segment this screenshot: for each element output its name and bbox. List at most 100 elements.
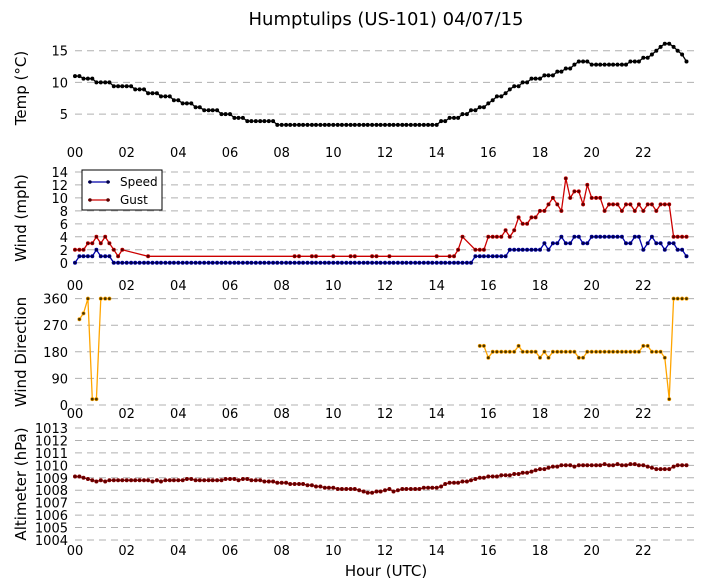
altimeter-data-point — [503, 473, 508, 478]
altimeter-data-point — [266, 479, 271, 484]
temp-data-point — [344, 122, 349, 127]
altimeter-data-point — [507, 473, 512, 478]
altimeter-data-point — [632, 462, 637, 467]
temp-data-point — [309, 122, 314, 127]
temp-data-point — [636, 59, 641, 64]
wind-data-point — [598, 234, 603, 239]
direction-data-point — [654, 349, 659, 354]
wind-data-point — [326, 260, 331, 265]
direction-xtick-label: 14 — [428, 407, 445, 422]
temp-data-point — [546, 73, 551, 78]
wind-data-point — [529, 247, 534, 252]
temp-data-point — [374, 122, 379, 127]
temp-data-point — [460, 112, 465, 117]
temp-data-point — [559, 69, 564, 74]
wind-data-point — [331, 260, 336, 265]
altimeter-data-point — [116, 478, 121, 483]
wind-data-point — [73, 247, 78, 252]
altimeter-data-point — [563, 463, 568, 468]
altimeter-data-point — [589, 463, 594, 468]
direction-data-point — [568, 349, 573, 354]
wind-data-point — [361, 260, 366, 265]
direction-data-point — [81, 311, 86, 316]
temp-data-point — [228, 112, 233, 117]
temp-data-point — [85, 76, 90, 81]
wind-data-point — [602, 208, 607, 213]
wind-data-point — [499, 254, 504, 259]
wind-data-point — [649, 202, 654, 207]
wind-data-point — [563, 176, 568, 181]
wind-data-point — [585, 182, 590, 187]
legend-label-speed: Speed — [120, 175, 158, 189]
wind-data-point — [581, 202, 586, 207]
altimeter-data-point — [512, 471, 517, 476]
temp-data-point — [167, 94, 172, 99]
temp-data-point — [271, 119, 276, 124]
wind-data-point — [611, 234, 616, 239]
temp-data-point — [413, 122, 418, 127]
temp-data-point — [443, 119, 448, 124]
wind-data-point — [641, 208, 646, 213]
wind-data-point — [129, 260, 134, 265]
wind-data-point — [154, 260, 159, 265]
temp-data-point — [331, 122, 336, 127]
temp-data-point — [266, 119, 271, 124]
wind-series-line — [75, 178, 687, 258]
wind-ytick-label: 8 — [60, 205, 68, 220]
wind-data-point — [632, 234, 637, 239]
wind-data-point — [421, 260, 426, 265]
altimeter-ytick-label: 1008 — [35, 484, 68, 499]
wind-data-point — [137, 260, 142, 265]
wind-data-point — [628, 202, 633, 207]
wind-data-point — [111, 247, 116, 252]
wind-data-point — [447, 260, 452, 265]
temp-data-point — [494, 94, 499, 99]
wind-data-point — [387, 254, 392, 259]
wind-data-point — [680, 247, 685, 252]
altimeter-data-point — [98, 478, 103, 483]
wind-data-point — [494, 254, 499, 259]
temp-data-point — [439, 119, 444, 124]
temp-data-point — [94, 80, 99, 85]
wind-data-point — [654, 241, 659, 246]
temp-data-point — [572, 62, 577, 67]
direction-data-point — [602, 349, 607, 354]
direction-data-point — [632, 349, 637, 354]
wind-xtick-label: 08 — [273, 279, 290, 294]
temp-data-point — [159, 94, 164, 99]
wind-data-point — [654, 208, 659, 213]
temp-data-point — [503, 91, 508, 96]
wind-data-point — [90, 241, 95, 246]
temp-data-point — [684, 59, 689, 64]
altimeter-data-point — [408, 486, 413, 491]
wind-data-point — [680, 234, 685, 239]
wind-data-point — [365, 260, 370, 265]
temp-data-point — [594, 62, 599, 67]
temp-data-point — [146, 91, 151, 96]
direction-data-point — [555, 349, 560, 354]
legend-marker — [106, 198, 110, 202]
altimeter-data-point — [344, 486, 349, 491]
altimeter-data-point — [348, 486, 353, 491]
wind-data-point — [636, 202, 641, 207]
altimeter-data-point — [559, 463, 564, 468]
wind-data-point — [533, 247, 538, 252]
wind-data-point — [146, 260, 151, 265]
wind-data-point — [473, 247, 478, 252]
wind-data-point — [468, 260, 473, 265]
altimeter-data-point — [378, 489, 383, 494]
temp-data-point — [365, 122, 370, 127]
altimeter-data-point — [73, 474, 78, 479]
wind-data-point — [619, 208, 624, 213]
temp-data-point — [464, 112, 469, 117]
altimeter-data-point — [667, 467, 672, 472]
wind-data-point — [318, 260, 323, 265]
direction-data-point — [662, 355, 667, 360]
altimeter-data-point — [326, 485, 331, 490]
wind-data-point — [542, 208, 547, 213]
wind-data-point — [555, 241, 560, 246]
direction-y-axis-label: Wind Direction — [12, 297, 30, 407]
direction-data-point — [529, 349, 534, 354]
altimeter-data-point — [94, 479, 99, 484]
direction-data-point — [671, 296, 676, 301]
